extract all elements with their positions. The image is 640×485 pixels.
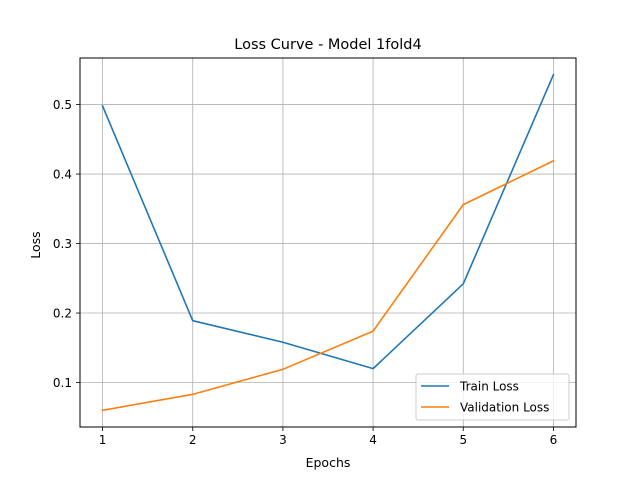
x-axis-label: Epochs (306, 455, 351, 470)
x-tick-label: 1 (99, 433, 107, 447)
series-line-1 (101, 73, 555, 370)
x-ticks: 1 2 3 4 5 6 (99, 427, 558, 447)
series-lines (101, 73, 555, 412)
legend-label: Train Loss (459, 380, 519, 394)
y-ticks: 0.1 0.2 0.3 0.4 0.5 (53, 98, 80, 390)
x-tick-label: 3 (279, 433, 287, 447)
y-tick-label: 0.3 (53, 237, 72, 251)
x-tick-label: 4 (369, 433, 377, 447)
legend-box (415, 373, 570, 421)
legend: Train Loss Validation Loss (415, 373, 570, 421)
y-tick-label: 0.1 (53, 376, 72, 390)
y-tick-label: 0.2 (53, 307, 72, 321)
x-tick-label: 5 (459, 433, 467, 447)
y-tick-label: 0.4 (53, 168, 72, 182)
plot-frame (79, 57, 577, 428)
grid (80, 58, 576, 427)
legend-label: Validation Loss (460, 401, 549, 415)
y-axis-label: Loss (28, 231, 43, 258)
chart-title: Loss Curve - Model 1fold4 (234, 37, 421, 53)
y-tick-label: 0.5 (53, 98, 72, 112)
x-tick-label: 6 (550, 433, 558, 447)
x-tick-label: 2 (189, 433, 197, 447)
series-line-2 (101, 159, 555, 412)
